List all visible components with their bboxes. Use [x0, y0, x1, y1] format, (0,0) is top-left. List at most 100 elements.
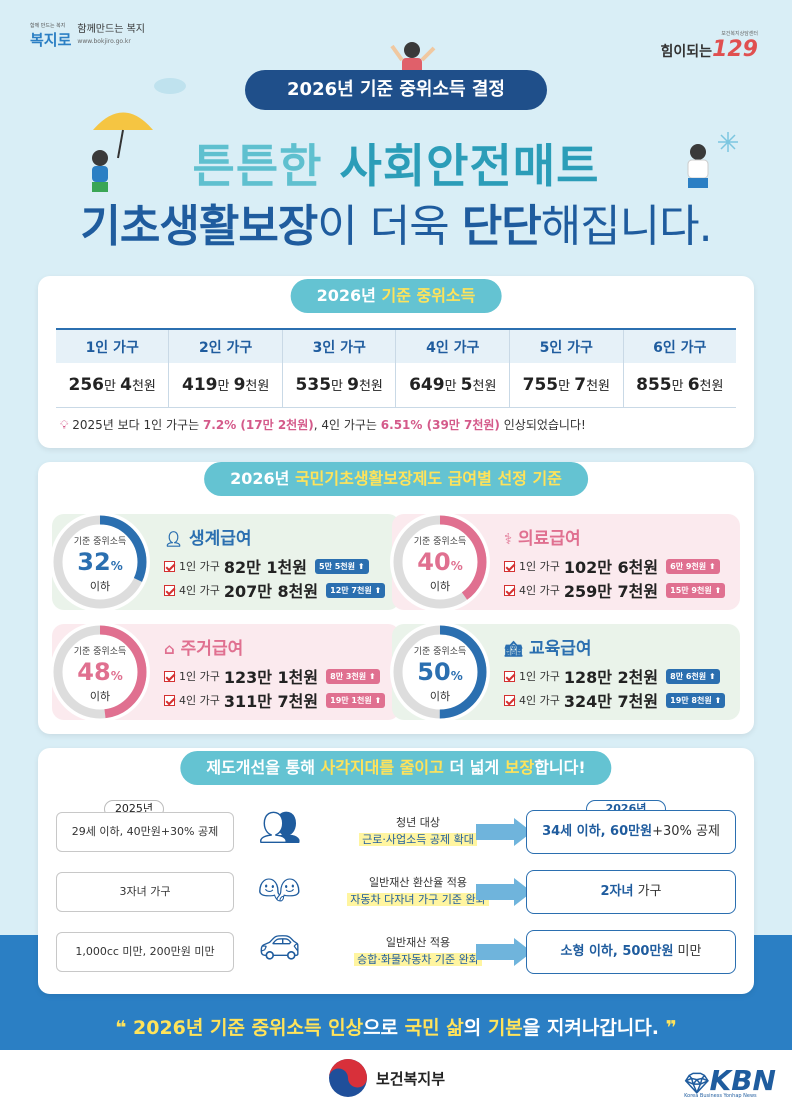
benefit-2: 기준 중위소득 48% 이하 ⌂ 주거급여 1인 가구 123만 1천원 8만 …	[50, 622, 400, 722]
logo-small-text: 함께 만드는 복지	[30, 23, 66, 29]
criteria-ring: 기준 중위소득 48% 이하	[50, 622, 150, 722]
benefit-3: 기준 중위소득 50% 이하 🏫︎ 교육급여 1인 가구 128만 2천원 8만…	[390, 622, 740, 722]
income-col-header: 2인 가구	[168, 328, 283, 363]
income-value: 755만 7천원	[509, 363, 624, 408]
old-criteria: 1,000cc 미만, 200만원 미만	[56, 932, 234, 972]
income-value: 649만 5천원	[395, 363, 511, 408]
increase-badge: 15만 9천원 ⬆	[666, 582, 726, 598]
car-icon: 🚗︎	[258, 928, 302, 968]
ministry-logo[interactable]: 보건복지부	[328, 1058, 445, 1098]
headline-1: 튼튼한 사회안전매트	[192, 139, 600, 193]
children-icon: 👫︎	[258, 868, 302, 908]
call-center-small: 보건복지상담센터	[721, 31, 758, 37]
title-pill: 2026년 기준 중위소득 결정	[245, 70, 547, 110]
old-criteria: 3자녀 가구	[56, 872, 234, 912]
increase-badge: 6만 9천원 ⬆	[666, 558, 720, 574]
new-criteria: 소형 이하, 500만원 미만	[526, 930, 736, 974]
call-center-text: 힘이되는	[660, 44, 713, 60]
criteria-percent: 40%	[417, 548, 463, 576]
criteria-label: 기준 중위소득	[413, 647, 467, 657]
benefit-row: 1인 가구 123만 1천원 8만 3천원 ⬆	[164, 664, 380, 688]
income-col-header: 6인 가구	[623, 328, 736, 363]
checkbox-icon	[504, 670, 515, 682]
logo-url: www.bokjiro.go.kr	[77, 38, 131, 45]
call-center-number: 129	[712, 37, 758, 62]
new-criteria: 34세 이하, 60만원+30% 공제	[526, 810, 736, 854]
income-col-header: 3인 가구	[282, 328, 397, 363]
criteria-percent: 48%	[77, 658, 123, 686]
criteria-percent: 50%	[417, 658, 463, 686]
benefits-card: 2026년 국민기초생활보장제도 급여별 선정 기준 기준 중위소득 32% 이…	[38, 462, 754, 734]
checkbox-icon	[164, 694, 175, 706]
arrow-right-icon	[476, 938, 532, 966]
call-center-129-logo[interactable]: 보건복지상담센터 힘이되는129	[661, 30, 758, 62]
criteria-label: 기준 중위소득	[73, 647, 127, 657]
house-icon: ⌂	[164, 640, 175, 658]
benefit-row: 4인 가구 324만 7천원 19만 8천원 ⬆	[504, 688, 726, 712]
people-icon: 👥︎	[258, 808, 302, 848]
diamond-icon: 💎︎	[684, 1071, 710, 1095]
reform-description: 일반재산 적용 승합·화물자동차 기준 완화	[338, 934, 498, 968]
criteria-ring-fill	[393, 625, 487, 719]
old-criteria: 29세 이하, 40만원+30% 공제	[56, 812, 234, 852]
criteria-percent: 32%	[77, 548, 123, 576]
criteria-label: 기준 중위소득	[73, 537, 127, 547]
income-value: 855만 6천원	[623, 363, 736, 408]
criteria-ring-fill	[53, 625, 147, 719]
criteria-below: 이하	[89, 580, 111, 593]
benefits-tab: 2026년 국민기초생활보장제도 급여별 선정 기준	[204, 462, 588, 496]
criteria-label: 기준 중위소득	[413, 537, 467, 547]
income-col-header: 1인 가구	[56, 328, 170, 363]
income-col-header: 4인 가구	[395, 328, 511, 363]
criteria-ring-fill	[393, 515, 487, 609]
reform-card: 제도개선을 통해 사각지대를 줄이고 더 넓게 보장합니다! 2025년 202…	[38, 748, 754, 994]
benefit-row: 4인 가구 311만 7천원 19만 1천원 ⬆	[164, 688, 386, 712]
criteria-ring-fill	[53, 515, 147, 609]
criteria-below: 이하	[429, 690, 451, 703]
checkbox-icon	[504, 560, 515, 572]
benefit-name: ⚕︎ 의료급여	[504, 529, 581, 549]
criteria-below: 이하	[89, 690, 111, 703]
benefit-row: 1인 가구 128만 2천원 8만 6천원 ⬆	[504, 664, 720, 688]
criteria-ring: 기준 중위소득 50% 이하	[390, 622, 490, 722]
slogan: ❝ 2026년 기준 중위소득 인상으로 국민 삶의 기본을 지켜나갑니다. ❞	[115, 1017, 677, 1039]
school-icon: 🏫︎	[504, 640, 524, 658]
checkbox-icon	[504, 694, 515, 706]
income-value: 256만 4천원	[56, 363, 170, 408]
reform-description: 청년 대상 근로·사업소득 공제 확대	[338, 814, 498, 848]
cloud-icon	[154, 78, 186, 94]
checkbox-icon	[504, 584, 515, 596]
benefit-0: 기준 중위소득 32% 이하 👤︎ 생계급여 1인 가구 82만 1천원 5만 …	[50, 512, 400, 612]
stethoscope-icon: ⚕︎	[504, 530, 513, 548]
arrow-right-icon	[476, 818, 532, 846]
logo-title: 함께만드는 복지	[77, 24, 145, 35]
benefit-name: 👤︎ 생계급여	[164, 529, 252, 549]
benefit-name: 🏫︎ 교육급여	[504, 639, 592, 659]
increase-badge: 5만 5천원 ⬆	[315, 558, 369, 574]
benefit-row: 4인 가구 259만 7천원 15만 9천원 ⬆	[504, 578, 726, 602]
headline-2: 기초생활보장이 더욱 단단해집니다.	[80, 201, 712, 252]
income-value: 535만 9천원	[282, 363, 397, 408]
benefit-row: 4인 가구 207만 8천원 12만 7천원 ⬆	[164, 578, 386, 602]
logo-mark: 복지로	[30, 31, 72, 49]
footer-white-band	[0, 1050, 792, 1120]
sparkle-icon	[718, 132, 738, 152]
person-icon: 👤︎	[164, 530, 184, 548]
increase-badge: 19만 1천원 ⬆	[326, 692, 386, 708]
increase-badge: 19만 8천원 ⬆	[666, 692, 726, 708]
benefit-row: 1인 가구 102만 6천원 6만 9천원 ⬆	[504, 554, 720, 578]
child-cheering-icon	[687, 144, 709, 188]
umbrella-icon	[93, 112, 153, 159]
checkbox-icon	[164, 670, 175, 682]
benefit-row: 1인 가구 82만 1천원 5만 5천원 ⬆	[164, 554, 369, 578]
ministry-name: 보건복지부	[376, 1069, 446, 1088]
income-value: 419만 9천원	[168, 363, 283, 408]
kbn-logo[interactable]: 💎︎KBN Korea Business Yonhap News	[684, 1064, 776, 1099]
arrow-right-icon	[476, 878, 532, 906]
reform-description: 일반재산 환산율 적용 자동차 다자녀 가구 기준 완화	[338, 874, 498, 908]
new-criteria: 2자녀 가구	[526, 870, 736, 914]
criteria-ring: 기준 중위소득 40% 이하	[390, 512, 490, 612]
criteria-ring: 기준 중위소득 32% 이하	[50, 512, 150, 612]
income-table: 1인 가구 2인 가구 3인 가구 4인 가구 5인 가구 6인 가구 256만 4천원 4…	[56, 328, 736, 408]
